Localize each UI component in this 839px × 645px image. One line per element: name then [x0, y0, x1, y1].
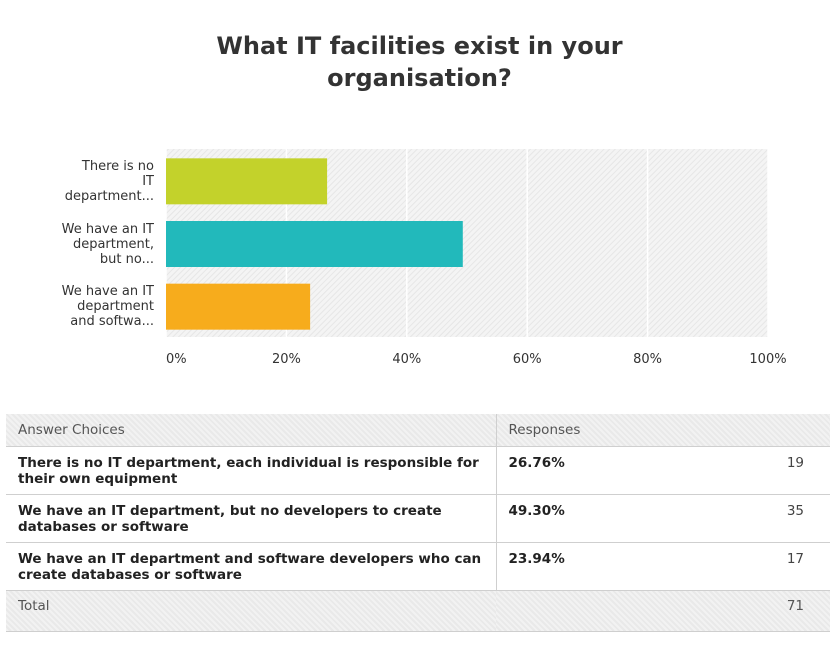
x-tick-label: 100%: [749, 352, 787, 367]
category-label-line: We have an IT: [61, 284, 154, 300]
response-percent: 49.30%: [495, 494, 695, 543]
responses-table: Answer Choices Responses There is no IT …: [6, 414, 830, 632]
category-label-line: We have an IT: [61, 221, 154, 237]
table-row: We have an IT department and software de…: [6, 542, 830, 591]
bar-chart: [165, 149, 769, 337]
bar: [166, 158, 328, 205]
x-tick-label: 0%: [166, 352, 187, 367]
bars: [166, 158, 463, 330]
answer-choice: We have an IT department, but no develop…: [6, 494, 496, 543]
answer-choice: There is no IT department, each individu…: [6, 446, 496, 495]
answer-choices-header: Answer Choices: [6, 414, 496, 447]
x-tick-label: 60%: [512, 352, 542, 367]
response-count: 35: [694, 494, 830, 543]
table-header-row: Answer Choices Responses: [6, 414, 830, 447]
total-label: Total: [6, 590, 496, 632]
category-label: We have an IT department and softwa...: [4, 284, 154, 329]
chart-title-line-1: What IT facilities exist in your: [216, 32, 623, 60]
category-label-line: and softwa...: [70, 314, 154, 330]
category-label: There is no IT department...: [4, 159, 154, 204]
response-percent: 26.76%: [495, 446, 695, 495]
total-spacer: [496, 590, 695, 632]
x-tick-label: 80%: [633, 352, 663, 367]
response-count: 17: [694, 542, 830, 591]
category-label-line: but no...: [99, 251, 154, 267]
table-row: We have an IT department, but no develop…: [6, 494, 830, 543]
bar: [166, 221, 463, 267]
x-tick-label: 20%: [271, 352, 301, 367]
total-count: 71: [694, 590, 830, 632]
chart-title-line-2: organisation?: [327, 64, 512, 92]
total-row: Total 71: [6, 590, 830, 632]
category-label: We have an IT department, but no...: [4, 222, 154, 267]
answer-choice: We have an IT department and software de…: [6, 542, 496, 591]
response-count: 19: [694, 446, 830, 495]
x-tick-label: 40%: [392, 352, 422, 367]
responses-header: Responses: [495, 414, 830, 447]
bar: [166, 283, 311, 330]
response-percent: 23.94%: [495, 542, 695, 591]
category-label-line: department,: [72, 236, 154, 252]
category-label-line: department: [77, 299, 154, 315]
table-row: There is no IT department, each individu…: [6, 446, 830, 495]
category-label-line: IT: [142, 173, 154, 189]
category-label-line: There is no: [81, 158, 154, 174]
category-label-line: department...: [64, 188, 154, 204]
chart-title: What IT facilities exist in your organis…: [0, 30, 839, 94]
